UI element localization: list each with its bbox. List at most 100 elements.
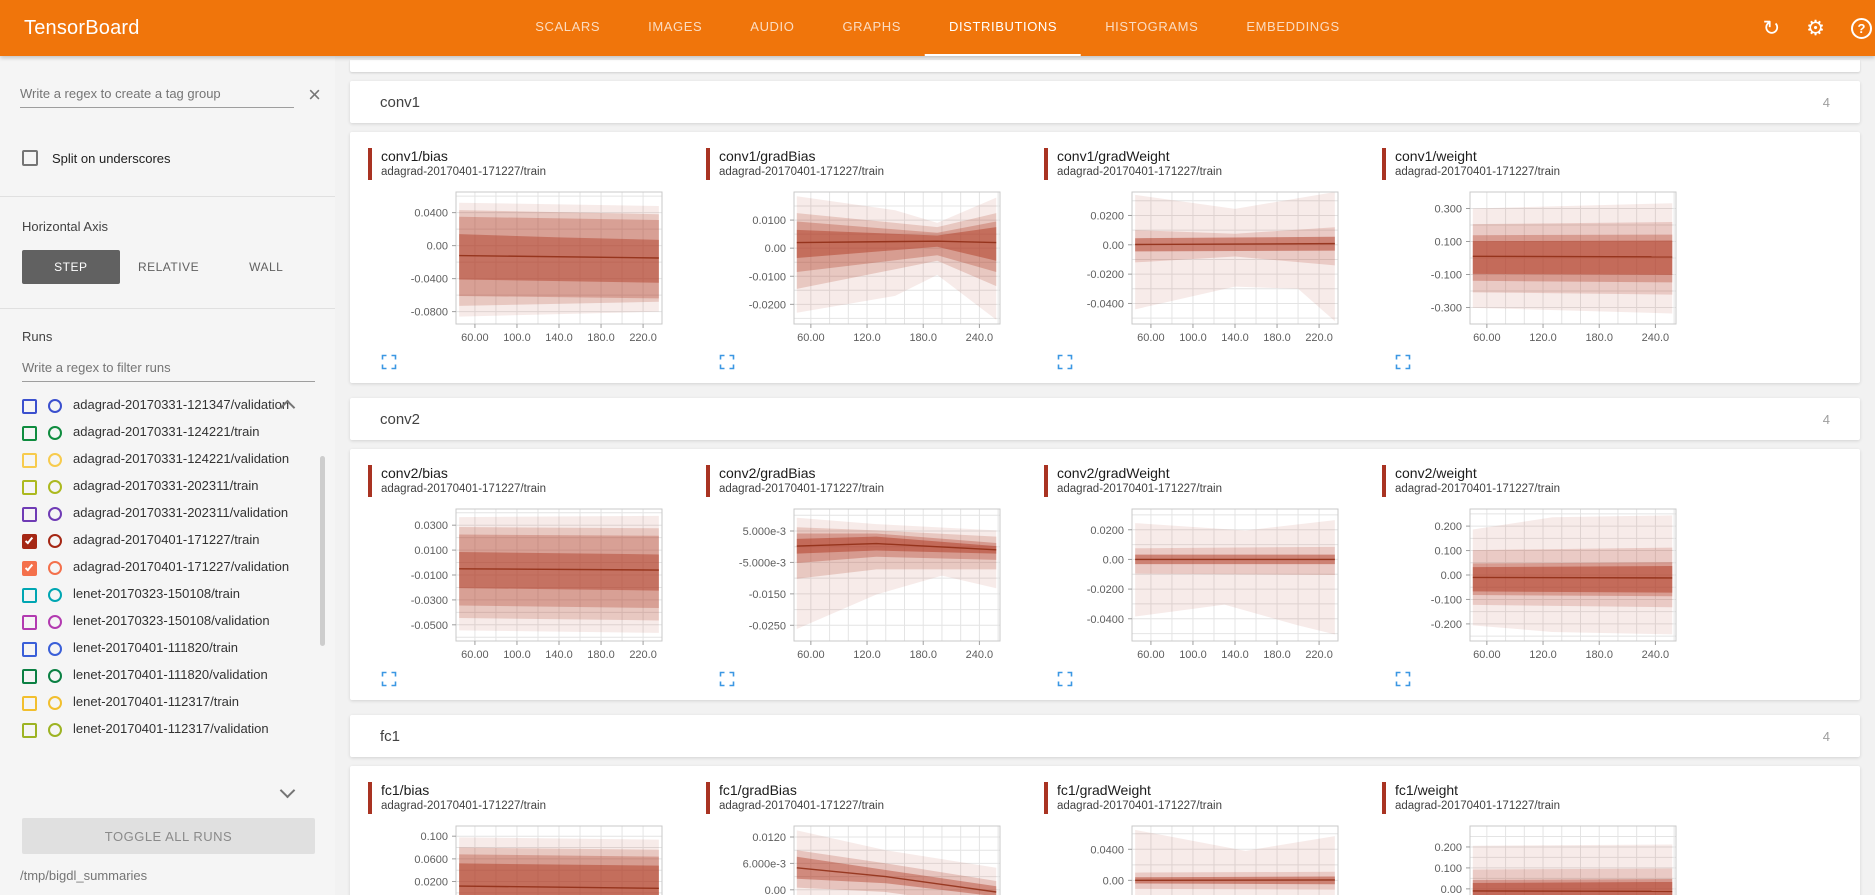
run-radio-circle[interactable] <box>48 615 62 629</box>
expand-chart-button[interactable] <box>718 354 736 372</box>
main-content: conv1 4 conv1/bias adagrad-20170401-171227/… <box>335 56 1875 895</box>
section-header-fc1[interactable]: fc1 4 <box>350 715 1860 757</box>
tab-histograms[interactable]: HISTOGRAMS <box>1105 19 1199 34</box>
toggle-all-runs-button[interactable]: TOGGLE ALL RUNS <box>22 818 315 854</box>
run-item[interactable]: adagrad-20170331-124221/train <box>22 419 335 446</box>
run-checkbox[interactable] <box>22 588 37 603</box>
fullscreen-icon <box>719 354 735 370</box>
run-radio-circle[interactable] <box>48 588 62 602</box>
axis-mode-wall[interactable]: WALL <box>249 260 284 274</box>
run-checkbox[interactable] <box>22 669 37 684</box>
refresh-icon[interactable]: ↻ <box>1762 16 1781 40</box>
tab-images[interactable]: IMAGES <box>648 19 703 34</box>
run-radio-circle[interactable] <box>48 723 62 737</box>
axis-mode-step[interactable]: STEP <box>22 250 120 284</box>
svg-text:6.000e-3: 6.000e-3 <box>743 858 786 870</box>
run-checkbox[interactable] <box>22 642 37 657</box>
run-checkbox[interactable] <box>22 696 37 711</box>
run-item[interactable]: adagrad-20170331-202311/validation <box>22 500 335 527</box>
run-radio-circle[interactable] <box>48 399 62 413</box>
run-radio-circle[interactable] <box>48 669 62 683</box>
run-checkbox[interactable] <box>22 480 37 495</box>
run-item[interactable]: adagrad-20170331-121347/validation <box>22 392 335 419</box>
expand-chart-button[interactable] <box>380 354 398 372</box>
axis-mode-relative[interactable]: RELATIVE <box>137 260 200 274</box>
run-item[interactable]: lenet-20170401-112317/validation <box>22 716 335 743</box>
run-radio-circle[interactable] <box>48 453 62 467</box>
expand-chart-button[interactable] <box>380 671 398 689</box>
chart-title-block: fc1/bias adagrad-20170401-171227/train <box>368 782 668 814</box>
run-label: lenet-20170323-150108/train <box>73 586 240 601</box>
settings-icon[interactable]: ⚙ <box>1806 16 1825 40</box>
run-label: lenet-20170401-112317/validation <box>73 721 269 736</box>
chart-run-name: adagrad-20170401-171227/train <box>381 483 546 495</box>
tab-scalars[interactable]: SCALARS <box>535 19 601 34</box>
run-checkbox[interactable] <box>22 615 37 630</box>
run-radio-circle[interactable] <box>48 696 62 710</box>
chart-run-name: adagrad-20170401-171227/train <box>1395 483 1560 495</box>
tab-graphs[interactable]: GRAPHS <box>842 19 901 34</box>
tag-regex-input[interactable] <box>20 82 295 108</box>
svg-text:-0.0250: -0.0250 <box>749 620 786 632</box>
run-item[interactable]: lenet-20170323-150108/validation <box>22 608 335 635</box>
expand-chart-button[interactable] <box>1056 354 1074 372</box>
run-checkbox[interactable] <box>22 723 37 738</box>
run-checkbox[interactable] <box>22 453 37 468</box>
expand-chart-button[interactable] <box>718 671 736 689</box>
chart-tag-name: conv1/weight <box>1395 148 1477 164</box>
svg-text:240.0: 240.0 <box>966 649 994 661</box>
run-radio-circle[interactable] <box>48 561 62 575</box>
run-item[interactable]: adagrad-20170331-124221/validation <box>22 446 335 473</box>
svg-text:120.0: 120.0 <box>853 332 881 344</box>
chart-title-block: conv2/gradWeight adagrad-20170401-171227/… <box>1044 465 1344 497</box>
run-filter-input[interactable] <box>22 356 315 382</box>
run-label: adagrad-20170331-202311/validation <box>73 505 289 520</box>
run-checkbox[interactable] <box>22 426 37 441</box>
chart-tag-name: conv2/gradWeight <box>1057 465 1170 481</box>
split-underscores-checkbox[interactable] <box>22 150 38 166</box>
tab-distributions[interactable]: DISTRIBUTIONS <box>924 0 1082 56</box>
run-item[interactable]: adagrad-20170331-202311/train <box>22 473 335 500</box>
run-radio-circle[interactable] <box>48 507 62 521</box>
expand-chart-button[interactable] <box>1056 671 1074 689</box>
svg-text:-0.0200: -0.0200 <box>1087 584 1124 596</box>
expand-chart-button[interactable] <box>1394 354 1412 372</box>
run-radio-circle[interactable] <box>48 642 62 656</box>
help-icon[interactable]: ? <box>1851 17 1872 39</box>
distribution-plot: 0.0200 0.00 -0.0200 -0.0400 60.00 100.0 140.0 1… <box>1087 191 1339 344</box>
run-checkbox[interactable] <box>22 534 37 549</box>
run-item[interactable]: adagrad-20170401-171227/train <box>22 527 335 554</box>
run-radio-circle[interactable] <box>48 426 62 440</box>
fullscreen-icon <box>719 671 735 687</box>
run-checkbox[interactable] <box>22 507 37 522</box>
run-item[interactable]: lenet-20170401-111820/validation <box>22 662 335 689</box>
run-checkbox[interactable] <box>22 399 37 414</box>
fullscreen-icon <box>381 671 397 687</box>
run-item[interactable]: lenet-20170323-150108/train <box>22 581 335 608</box>
runs-scrollbar[interactable] <box>320 456 325 646</box>
runs-heading: Runs <box>22 329 53 344</box>
section-header-conv1[interactable]: conv1 4 <box>350 81 1860 123</box>
run-item[interactable]: lenet-20170401-111820/train <box>22 635 335 662</box>
chart-card: fc1/gradWeight adagrad-20170401-171227/tr… <box>1044 782 1344 895</box>
run-item[interactable]: lenet-20170401-112317/train <box>22 689 335 716</box>
svg-text:0.00: 0.00 <box>765 243 786 255</box>
close-icon[interactable]: × <box>308 82 321 107</box>
svg-text:180.0: 180.0 <box>1263 332 1291 344</box>
expand-chart-button[interactable] <box>1394 671 1412 689</box>
svg-text:0.00: 0.00 <box>1103 240 1124 252</box>
run-radio-circle[interactable] <box>48 480 62 494</box>
run-item[interactable]: adagrad-20170401-171227/validation <box>22 554 335 581</box>
chart-title-block: conv2/gradBias adagrad-20170401-171227/tr… <box>706 465 1006 497</box>
tab-audio[interactable]: AUDIO <box>750 19 795 34</box>
run-checkbox[interactable] <box>22 561 37 576</box>
section-header-conv2[interactable]: conv2 4 <box>350 398 1860 440</box>
svg-text:60.00: 60.00 <box>797 649 825 661</box>
chart-tag-name: fc1/gradBias <box>719 782 797 798</box>
run-radio-circle[interactable] <box>48 534 62 548</box>
svg-text:-0.0200: -0.0200 <box>749 299 786 311</box>
tab-embeddings[interactable]: EMBEDDINGS <box>1246 19 1340 34</box>
svg-text:120.0: 120.0 <box>853 649 881 661</box>
svg-text:180.0: 180.0 <box>1585 332 1613 344</box>
chevron-down-icon[interactable] <box>279 782 296 799</box>
